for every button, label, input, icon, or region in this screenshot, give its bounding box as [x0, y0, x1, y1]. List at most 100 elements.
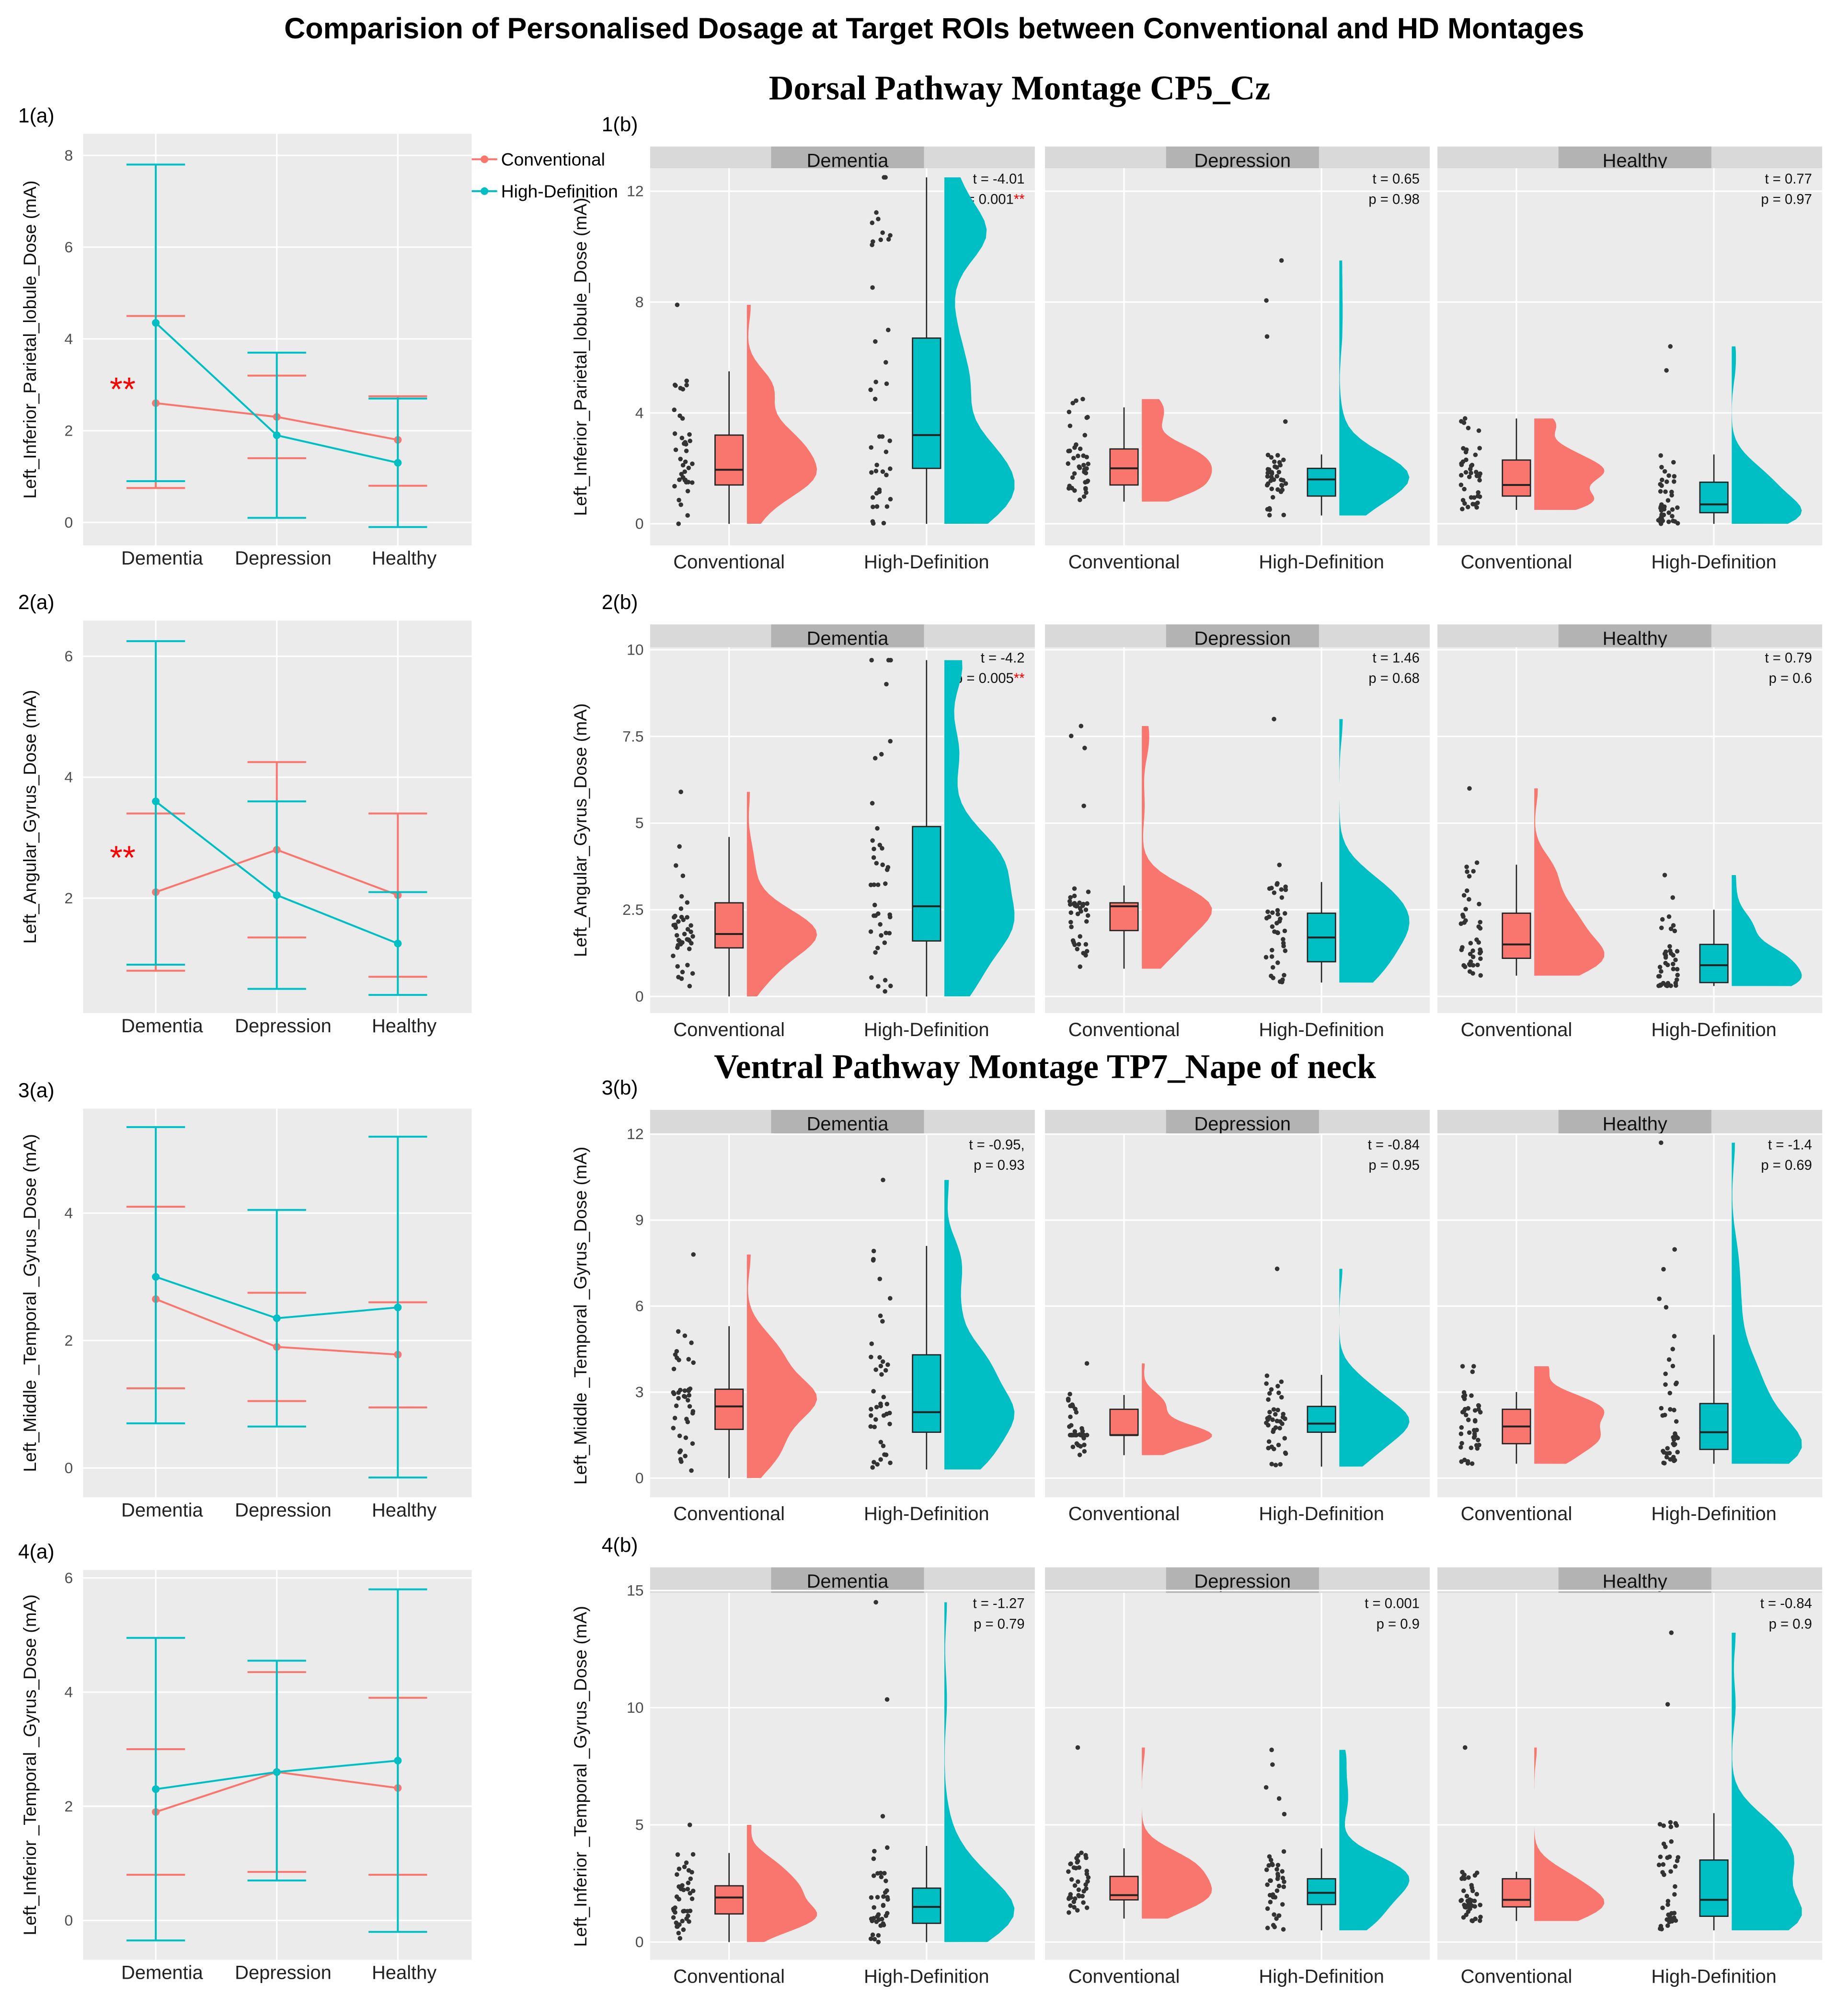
data-point: [874, 462, 879, 468]
data-point: [1463, 918, 1468, 923]
y-tick-label: 10: [627, 1699, 643, 1716]
density-violin: [1732, 875, 1802, 986]
data-point: [1265, 1416, 1270, 1421]
data-point: [879, 1372, 884, 1377]
data-point: [1279, 483, 1285, 488]
data-point: [1664, 1305, 1669, 1310]
data-point: [674, 1403, 679, 1408]
data-point: [873, 1367, 878, 1372]
data-point: [1665, 1899, 1671, 1903]
data-point: [877, 842, 883, 848]
density-violin: [1732, 1632, 1802, 1930]
data-point: [1068, 1414, 1073, 1419]
data-point: [1657, 1822, 1663, 1827]
data-point: [1661, 1460, 1666, 1465]
data-point: [671, 1915, 676, 1920]
data-point: [879, 1916, 884, 1922]
plots: 1(a) 0 2 4 6 8 Dementia Depression Healthy Left_I…: [18, 104, 1823, 1987]
panel-label: 1(a): [18, 104, 55, 127]
data-point: [1659, 514, 1664, 519]
data-point: [1464, 888, 1469, 893]
data-point: [1267, 1391, 1272, 1396]
data-point: [1472, 1898, 1477, 1903]
data-point: [1469, 471, 1473, 475]
data-point: [1465, 1898, 1470, 1903]
data-point: [684, 378, 689, 383]
data-point: [1465, 869, 1469, 874]
data-point: [1475, 962, 1480, 968]
data-point: [689, 1896, 695, 1902]
data-point: [876, 1939, 881, 1945]
panel-label: 3(a): [18, 1079, 55, 1102]
density-violin: [1339, 260, 1410, 516]
density-violin: [746, 1824, 817, 1942]
data-point: [675, 1852, 680, 1857]
density-violin: [1534, 1366, 1605, 1464]
data-point: [1474, 1428, 1479, 1432]
data-point: [1669, 1839, 1674, 1844]
x-tick-label: High-Definition: [864, 1503, 989, 1524]
data-point: [1279, 895, 1285, 900]
y-tick-label: 12: [627, 183, 643, 200]
density-violin: [1732, 1142, 1802, 1464]
data-point: [1079, 1850, 1084, 1856]
data-point: [1674, 1380, 1679, 1385]
data-point: [682, 1388, 688, 1393]
data-point: [869, 1895, 874, 1900]
data-point: [671, 953, 676, 958]
data-point: [880, 862, 885, 867]
data-point: [1271, 477, 1276, 482]
data-point: [1672, 1247, 1677, 1252]
data-point: [1459, 473, 1464, 478]
data-point: [1460, 507, 1465, 511]
data-point: [870, 838, 875, 843]
data-point: [876, 984, 881, 989]
data-point: [1459, 419, 1464, 424]
data-point: [1266, 1423, 1271, 1428]
data-point: [872, 756, 878, 761]
data-point: [690, 1888, 696, 1893]
p-value: p = 0.6: [1769, 671, 1812, 686]
data-point: [677, 1433, 682, 1438]
data-point: [1264, 1373, 1270, 1378]
data-point: [1070, 475, 1075, 480]
data-point: [1461, 893, 1467, 898]
data-point: [678, 1457, 683, 1462]
data-point: [1458, 1431, 1464, 1436]
data-point: [1674, 1419, 1679, 1424]
data-point: [1268, 1857, 1274, 1863]
data-point: [686, 1868, 691, 1873]
data-point: [1470, 502, 1475, 507]
data-point: [884, 504, 890, 509]
data-point: [1078, 446, 1083, 451]
data-point: [1471, 1364, 1476, 1369]
data-point: [871, 521, 876, 526]
y-tick-label: 7.5: [622, 727, 643, 745]
data-point: [880, 1814, 885, 1819]
data-point: [1265, 909, 1270, 914]
data-point: [685, 1398, 690, 1403]
data-point: [871, 1248, 876, 1254]
y-tick-label: 8: [65, 147, 73, 164]
data-point: [875, 882, 881, 888]
data-point: [1069, 924, 1074, 929]
x-tick-label: High-Definition: [864, 1966, 989, 1987]
data-point: [1067, 1392, 1072, 1396]
data-point: [1277, 1426, 1282, 1430]
data-point: [1078, 964, 1082, 969]
data-point: [1275, 1407, 1280, 1413]
data-point: [1672, 1334, 1677, 1338]
data-point: [1083, 942, 1089, 947]
data-point: [1675, 967, 1680, 972]
data-point: [1276, 1390, 1281, 1396]
data-point: [872, 846, 876, 852]
data-point: [1083, 480, 1088, 485]
data-point: [884, 930, 888, 935]
data-point: [875, 1914, 880, 1919]
y-tick-label: 0: [65, 1912, 73, 1929]
data-point: [1477, 951, 1482, 956]
data-point: [1469, 1445, 1474, 1450]
y-tick-label: 8: [635, 293, 644, 311]
data-point: [878, 237, 883, 242]
data-point: [1474, 505, 1479, 510]
